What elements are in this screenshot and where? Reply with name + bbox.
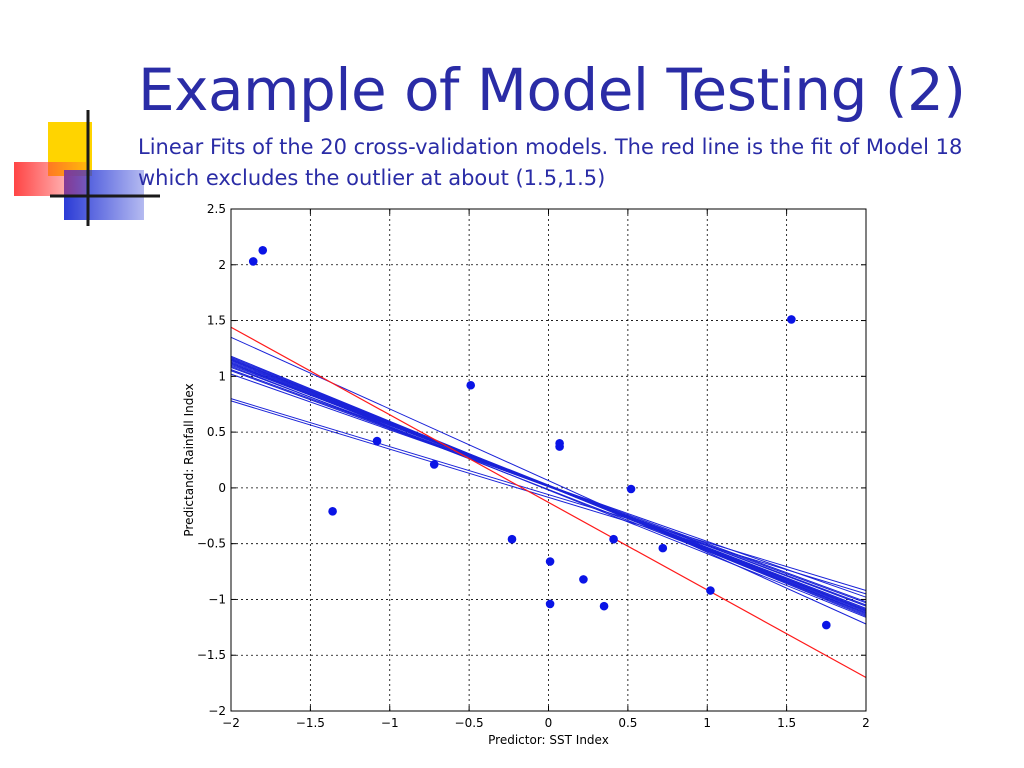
logo-decoration-icon: [14, 110, 160, 226]
y-tick-label: −0.5: [197, 537, 226, 551]
fit-line: [230, 370, 867, 604]
data-point: [328, 507, 337, 516]
fit-line: [230, 398, 867, 591]
data-point: [466, 380, 476, 390]
y-tick-label: 2.5: [207, 202, 226, 216]
fit-line: [230, 362, 867, 618]
x-axis-label: Predictor: SST Index: [488, 733, 609, 747]
grid: [231, 209, 866, 711]
y-axis-label: Predictand: Rainfall Index: [182, 383, 196, 536]
data-point: [248, 257, 258, 266]
x-tick-label: −2: [222, 716, 240, 730]
y-tick-label: −1: [208, 592, 226, 606]
highlight-fit-line: [230, 326, 867, 679]
fit-line: [230, 355, 867, 617]
x-tick-label: −1: [381, 716, 399, 730]
data-point: [658, 543, 668, 553]
data-points: [248, 245, 831, 630]
y-tick-label: 0: [218, 481, 226, 495]
x-tick-label: −1.5: [296, 716, 325, 730]
data-point: [609, 534, 618, 544]
highlight-fit: [230, 326, 867, 679]
data-point: [579, 575, 588, 584]
fit-line: [230, 365, 867, 614]
data-point: [626, 484, 636, 494]
x-tick-label: 1: [703, 716, 711, 730]
data-point: [599, 601, 609, 611]
fit-line: [230, 359, 867, 612]
y-tick-label: −1.5: [197, 648, 226, 662]
slide-subtitle: Linear Fits of the 20 cross-validation m…: [138, 135, 963, 190]
data-point: [706, 586, 715, 595]
y-tick-label: 1.5: [207, 314, 226, 328]
y-tick-label: 2: [218, 258, 226, 272]
data-point: [258, 245, 268, 255]
fit-line: [230, 400, 867, 595]
data-point: [507, 534, 517, 544]
y-tick-label: −2: [208, 704, 226, 718]
data-point: [545, 599, 555, 609]
x-tick-label: 1.5: [777, 716, 796, 730]
data-point: [822, 620, 831, 630]
data-point: [429, 460, 439, 469]
data-point: [787, 315, 796, 324]
y-tick-label: 0.5: [207, 425, 226, 439]
data-point: [555, 442, 564, 451]
slide-title: Example of Model Testing (2): [138, 56, 966, 124]
data-point: [372, 436, 382, 446]
x-tick-label: 2: [862, 716, 870, 730]
y-tick-label: 1: [218, 369, 226, 383]
axis-ticks: −2 −1.5 −1 −0.5 0 0.5 1 1.5 2 −2 −1.5 −1 −0.5 0 0.5 1 1.…: [197, 202, 870, 730]
x-tick-label: 0: [545, 716, 553, 730]
fit-line: [230, 373, 867, 598]
fit-lines: [230, 336, 867, 625]
x-tick-label: −0.5: [455, 716, 484, 730]
x-tick-label: 0.5: [618, 716, 637, 730]
data-point: [545, 557, 555, 566]
